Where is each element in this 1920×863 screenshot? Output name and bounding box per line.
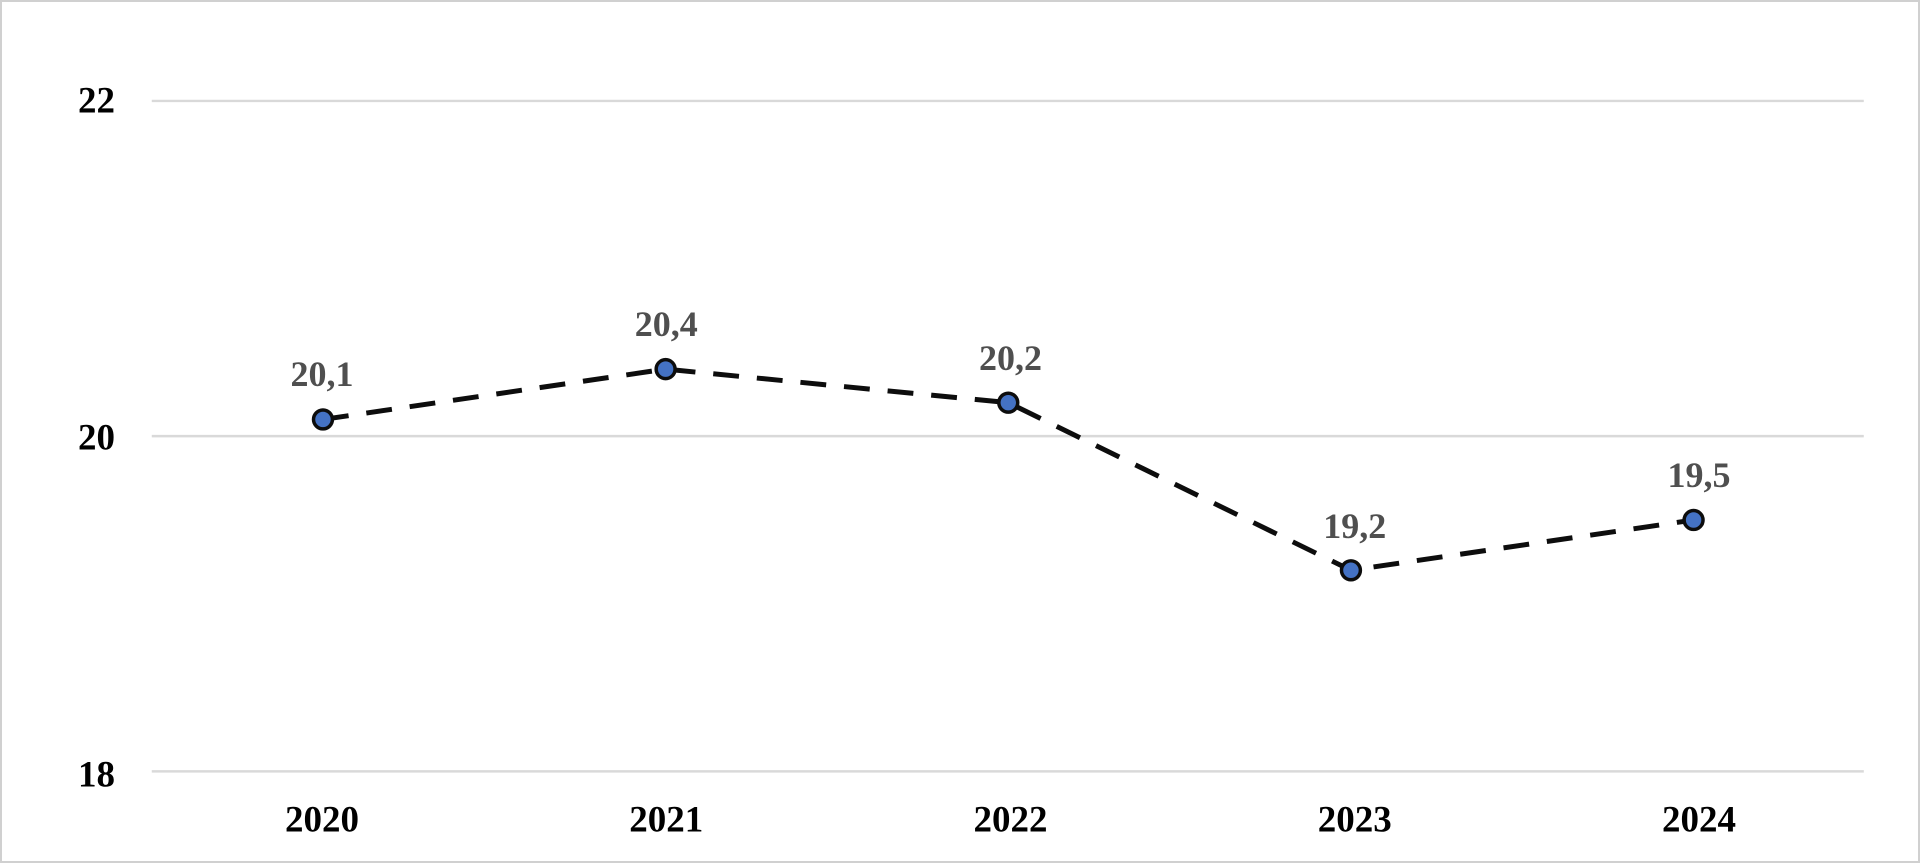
data-point-marker [654,357,677,381]
data-point-marker [1682,508,1705,532]
series-line [322,366,1694,573]
data-point-marker [997,391,1020,414]
gridlines-group [151,99,1864,773]
data-point-marker [1339,559,1363,582]
data-series-group [322,366,1694,573]
data-markers-group [311,357,1705,582]
data-point-marker [311,408,335,431]
